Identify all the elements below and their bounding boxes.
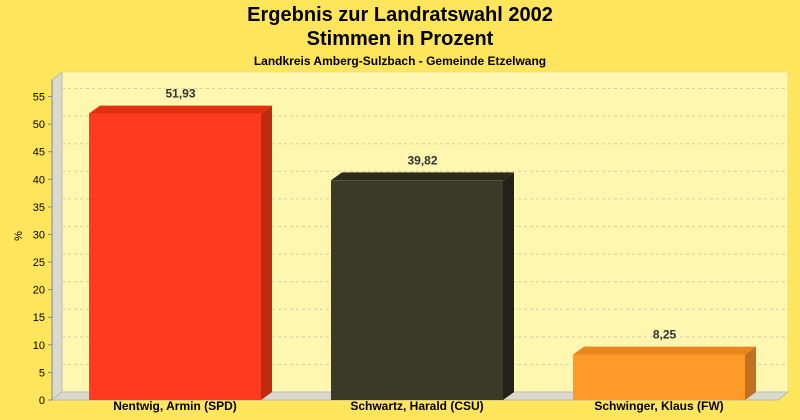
y-axis: 0 5 10 15 20 25 30 35 40 45 50 55% — [13, 80, 53, 407]
y-tick-label: 35 — [33, 202, 45, 214]
data-label: 8,25 — [653, 328, 677, 342]
y-tick-label: 0 — [39, 395, 45, 407]
labels: 51,93 Nentwig, Armin (SPD) 39,82 Schwartz, … — [113, 87, 723, 413]
chart-caption: Landkreis Amberg-Sulzbach - Gemeinde Etz… — [253, 54, 547, 68]
chart-subtitle: Stimmen in Prozent — [306, 28, 494, 50]
y-tick-label: 45 — [33, 147, 45, 159]
bar — [89, 113, 261, 400]
chart-title: Ergebnis zur Landratswahl 2002 — [247, 4, 553, 26]
data-label: 51,93 — [165, 87, 195, 101]
x-tick-label: Nentwig, Armin (SPD) — [113, 399, 237, 413]
x-tick-label: Schwinger, Klaus (FW) — [594, 399, 723, 413]
y-tick-label: 25 — [33, 257, 45, 269]
bar-top — [331, 172, 514, 181]
y-tick-label: 40 — [33, 174, 45, 186]
y-tick-label: 50 — [33, 119, 45, 131]
bar-side — [503, 172, 514, 400]
bar — [573, 354, 745, 400]
y-tick-label: 10 — [33, 340, 45, 352]
bar-top — [89, 105, 272, 114]
bar-side — [261, 105, 272, 401]
y-tick-label: 20 — [33, 285, 45, 297]
y-axis-label: % — [13, 231, 25, 241]
x-tick-label: Schwartz, Harald (CSU) — [350, 399, 483, 413]
bars — [89, 105, 756, 401]
y-tick-label: 15 — [33, 312, 45, 324]
bar-top — [573, 346, 756, 355]
y-tick-label: 5 — [39, 367, 45, 379]
data-label: 39,82 — [407, 153, 437, 167]
plot-side-wall — [51, 70, 63, 402]
bar — [331, 180, 503, 400]
y-tick-label: 55 — [33, 92, 45, 104]
bar-side — [745, 346, 756, 400]
y-tick-label: 30 — [33, 229, 45, 241]
